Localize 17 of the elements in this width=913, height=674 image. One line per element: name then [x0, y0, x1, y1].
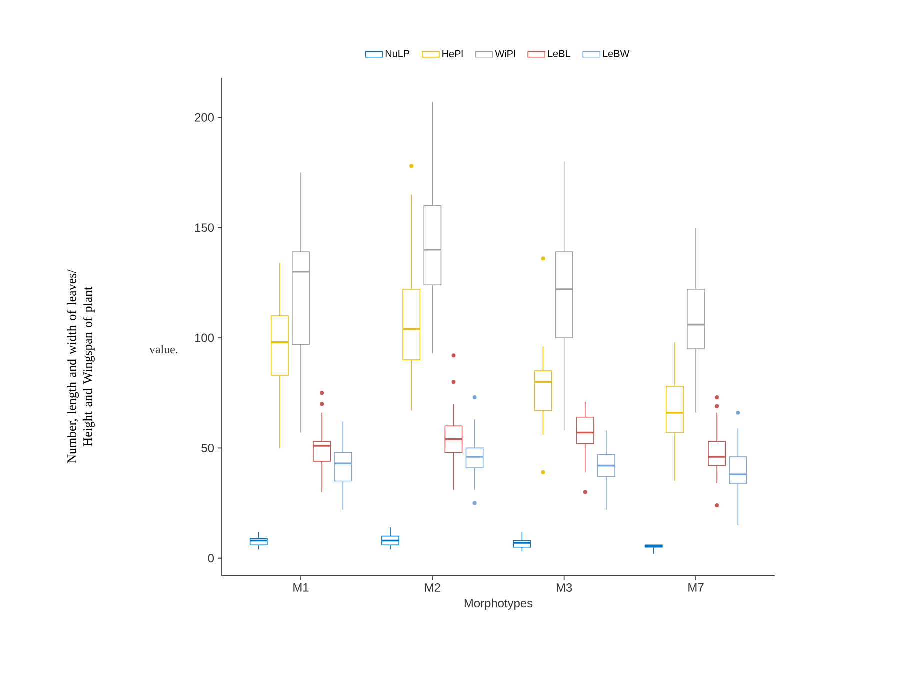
x-tick-label: M1 — [294, 584, 309, 592]
legend-label: LeBW — [603, 50, 630, 58]
y-tick-label: 50 — [202, 444, 214, 452]
legend-label: WiPl — [495, 50, 516, 58]
x-axis-title: Morphotypes — [464, 598, 533, 610]
legend-label: LeBL — [548, 50, 570, 58]
text: Number, length and width of leaves/ Height and Wingspan of plant — [67, 270, 95, 464]
legend-label: NuLP — [386, 50, 410, 58]
y-tick-label: 150 — [195, 224, 214, 232]
y-tick-label: 200 — [195, 113, 214, 122]
y-tick-label: 0 — [208, 554, 214, 563]
x-tick-label: M2 — [425, 584, 440, 592]
x-tick-label: M7 — [688, 584, 704, 592]
x-tick-label: M3 — [557, 584, 572, 592]
y-axis-title: value. — [150, 345, 178, 354]
legend-label: HePl — [442, 50, 463, 58]
y-tick-label: 100 — [195, 334, 214, 342]
